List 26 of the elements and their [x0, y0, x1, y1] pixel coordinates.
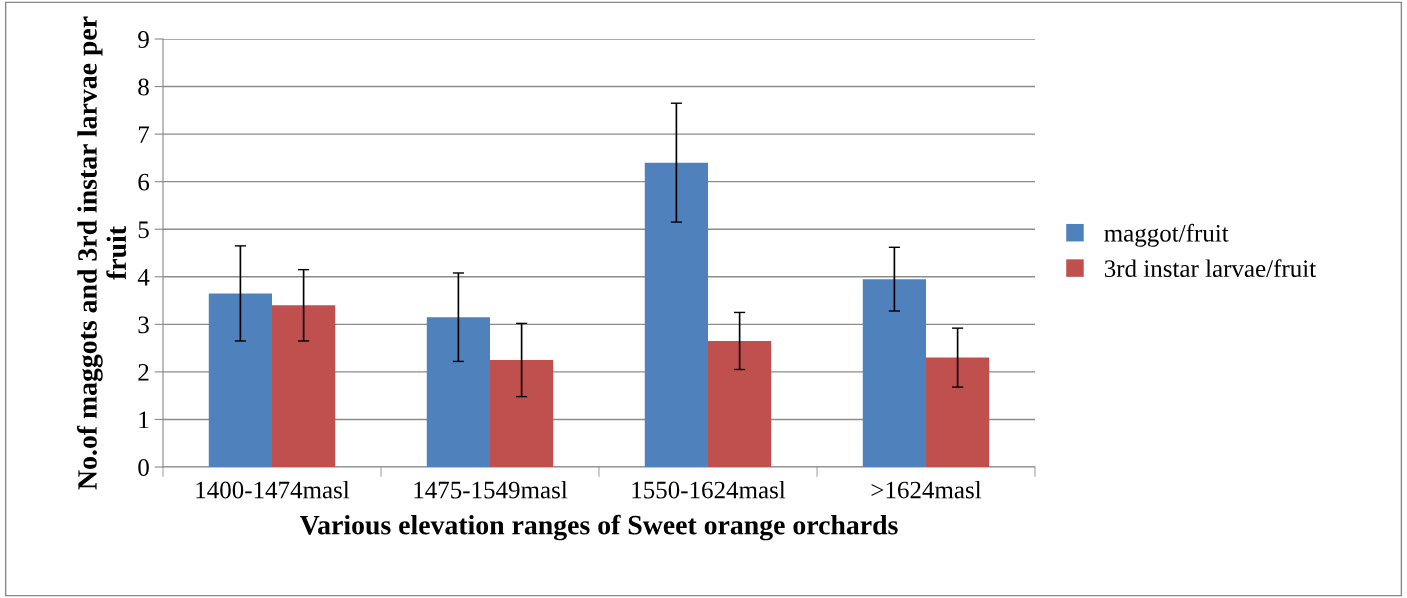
- y-axis-title: No.of maggots and 3rd instar larvae per fruit: [77, 16, 127, 490]
- bar: [862, 279, 926, 467]
- y-tick-label: 3: [138, 316, 149, 334]
- x-tick-label: 1475-1549masl: [414, 480, 568, 499]
- bar: [644, 162, 708, 467]
- y-tick-label: 4: [137, 268, 150, 286]
- bar: [708, 340, 772, 467]
- bar: [490, 360, 554, 467]
- bar: [926, 357, 990, 467]
- y-tick-label: 6: [138, 173, 150, 191]
- bar: [272, 305, 336, 467]
- x-tick-label: >1624masl: [871, 480, 982, 499]
- y-tick-label: 5: [138, 221, 149, 239]
- legend-label: maggot/fruit: [1104, 223, 1229, 247]
- x-tick-label: 1550-1624masl: [632, 480, 786, 499]
- y-tick-label: 2: [138, 364, 149, 381]
- bar: [208, 293, 272, 467]
- bar: [426, 317, 490, 467]
- y-tick-label: 0: [138, 459, 149, 476]
- y-tick-label: 8: [138, 78, 149, 96]
- legend-label: 3rd instar larvae/fruit: [1104, 259, 1316, 278]
- x-axis-title: Various elevation ranges of Sweet orange orchards: [299, 514, 898, 541]
- y-tick-label: 7: [138, 126, 150, 143]
- y-tick-label: 1: [139, 411, 149, 429]
- x-tick-label: 1400-1474masl: [196, 480, 350, 499]
- y-tick-label: 9: [138, 31, 149, 48]
